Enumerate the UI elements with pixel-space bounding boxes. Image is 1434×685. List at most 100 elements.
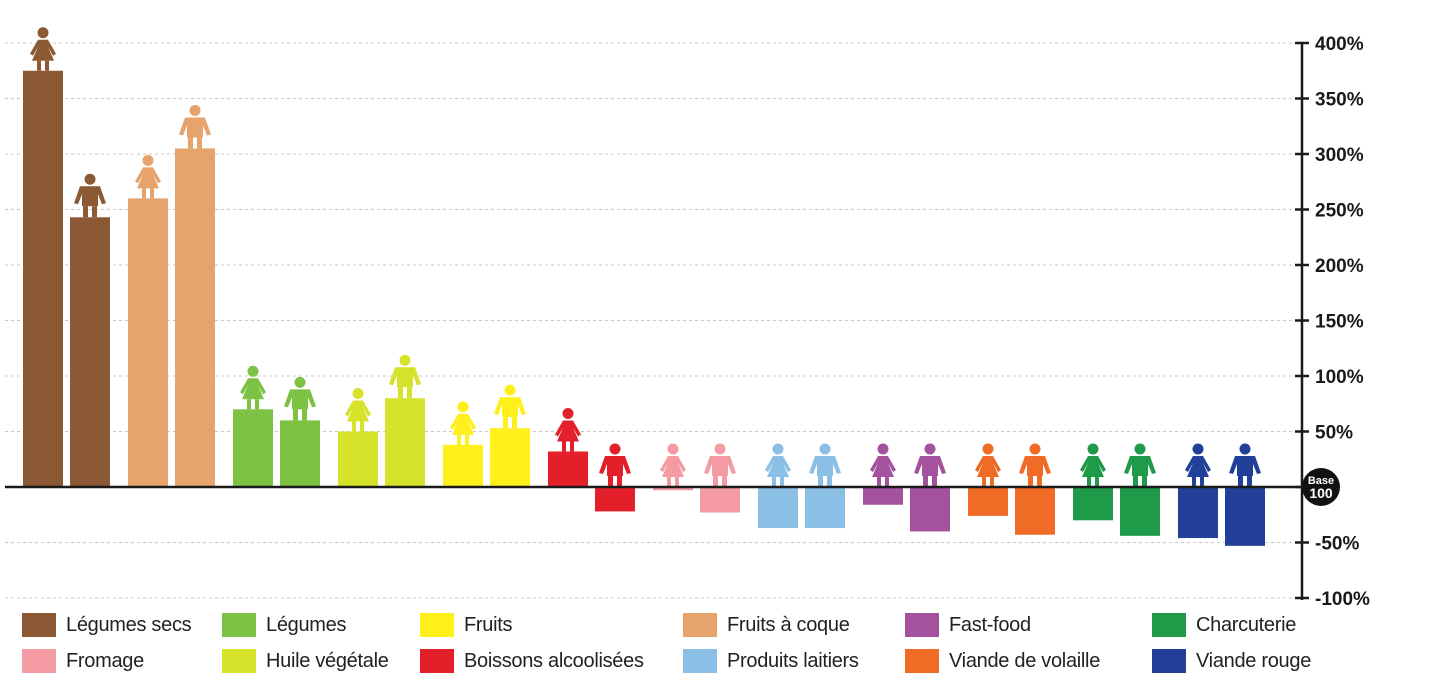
legend-swatch <box>420 613 454 637</box>
bar-homme <box>805 487 845 529</box>
legend-swatch <box>1152 649 1186 673</box>
legend-item: Fruits <box>420 610 513 640</box>
woman-figure-icon <box>555 407 581 452</box>
legend-swatch <box>22 649 56 673</box>
bar-femme <box>653 487 693 491</box>
bars <box>23 70 1265 546</box>
bar-homme <box>595 487 635 512</box>
legend-label: Viande de volaille <box>949 649 1101 672</box>
woman-figure-icon <box>135 154 161 199</box>
legend-swatch <box>905 649 939 673</box>
legend-swatch <box>222 613 256 637</box>
legend-label: Fruits à coque <box>727 613 850 636</box>
bar-homme <box>1225 487 1265 546</box>
legend-item: Boissons alcoolisées <box>420 646 644 676</box>
man-figure-icon <box>74 173 106 218</box>
base-marker-top: Base <box>1308 475 1334 487</box>
woman-figure-icon <box>1080 443 1106 487</box>
legend-item: Légumes secs <box>22 610 192 640</box>
bar-homme <box>700 487 740 513</box>
gridlines <box>5 42 1302 599</box>
legend-label: Charcuterie <box>1196 613 1297 636</box>
legend-item: Viande de volaille <box>905 646 1100 676</box>
legend-item: Fruits à coque <box>683 610 850 640</box>
base-marker-bottom: 100 <box>1309 485 1333 501</box>
woman-figure-icon <box>1185 443 1211 487</box>
woman-figure-icon <box>765 443 791 487</box>
bar-homme <box>175 148 215 487</box>
bar-femme <box>443 444 483 487</box>
woman-figure-icon <box>870 443 896 487</box>
legend-label: Fruits <box>464 613 513 636</box>
figures <box>30 27 1261 487</box>
y-tick-label: 100% <box>1315 367 1364 388</box>
legend-label: Fromage <box>66 649 144 672</box>
y-tick-label: 200% <box>1315 256 1364 277</box>
woman-figure-icon <box>30 27 56 71</box>
bar-femme <box>1073 487 1113 521</box>
bar-femme <box>338 431 378 487</box>
man-figure-icon <box>494 384 526 429</box>
legend-swatch <box>905 613 939 637</box>
bar-homme <box>1015 487 1055 535</box>
legend-item: Produits laitiers <box>683 646 859 676</box>
bar-homme <box>70 217 110 487</box>
bar-homme <box>280 420 320 487</box>
bar-femme <box>128 198 168 487</box>
bar-femme <box>863 487 903 505</box>
bar-homme <box>1120 487 1160 536</box>
bar-femme <box>968 487 1008 516</box>
y-tick-label: -50% <box>1315 534 1359 555</box>
legend-item: Fast-food <box>905 610 1031 640</box>
man-figure-icon <box>1019 443 1051 487</box>
y-axis: 400% 350% 300% 250% 200% 150% 100% 50% -50% -100%… <box>5 34 1370 608</box>
legend-item: Légumes <box>222 610 346 640</box>
legend-label: Produits laitiers <box>727 649 859 672</box>
bar-femme <box>1178 487 1218 539</box>
legend-swatch <box>222 649 256 673</box>
man-figure-icon <box>809 443 841 487</box>
bar-homme <box>385 398 425 487</box>
bar-femme <box>758 487 798 529</box>
y-tick-label: -100% <box>1315 589 1370 608</box>
man-figure-icon <box>704 443 736 487</box>
y-tick-label: 250% <box>1315 201 1364 222</box>
man-figure-icon <box>284 376 316 421</box>
bar-femme <box>233 409 273 487</box>
woman-figure-icon <box>345 388 371 432</box>
legend-label: Fast-food <box>949 613 1031 636</box>
man-figure-icon <box>914 443 946 487</box>
legend: Légumes secs Fromage Légumes Huile végétale… <box>0 608 1434 685</box>
woman-figure-icon <box>450 401 476 445</box>
legend-swatch <box>683 649 717 673</box>
legend-item: Huile végétale <box>222 646 389 676</box>
y-tick-label: 300% <box>1315 145 1364 166</box>
bar-femme <box>548 451 588 487</box>
man-figure-icon <box>1124 443 1156 487</box>
legend-label: Boissons alcoolisées <box>464 649 644 672</box>
bar-homme <box>910 487 950 532</box>
bar-homme <box>490 428 530 487</box>
legend-swatch <box>1152 613 1186 637</box>
y-tick-label: 50% <box>1315 423 1353 444</box>
y-tick-label: 150% <box>1315 312 1364 333</box>
woman-figure-icon <box>240 365 266 410</box>
legend-swatch <box>420 649 454 673</box>
woman-figure-icon <box>660 443 686 487</box>
legend-item: Viande rouge <box>1152 646 1311 676</box>
man-figure-icon <box>599 443 631 487</box>
legend-item: Fromage <box>22 646 144 676</box>
man-figure-icon <box>389 354 421 399</box>
legend-swatch <box>22 613 56 637</box>
bar-femme <box>23 70 63 487</box>
man-figure-icon <box>179 104 211 149</box>
legend-item: Charcuterie <box>1152 610 1296 640</box>
legend-label: Huile végétale <box>266 649 389 672</box>
bar-chart: 400% 350% 300% 250% 200% 150% 100% 50% -50% -100%… <box>5 27 1370 608</box>
legend-label: Légumes <box>266 613 347 636</box>
woman-figure-icon <box>975 443 1001 487</box>
man-figure-icon <box>1229 443 1261 487</box>
legend-label: Légumes secs <box>66 613 192 636</box>
y-tick-label: 400% <box>1315 34 1364 55</box>
